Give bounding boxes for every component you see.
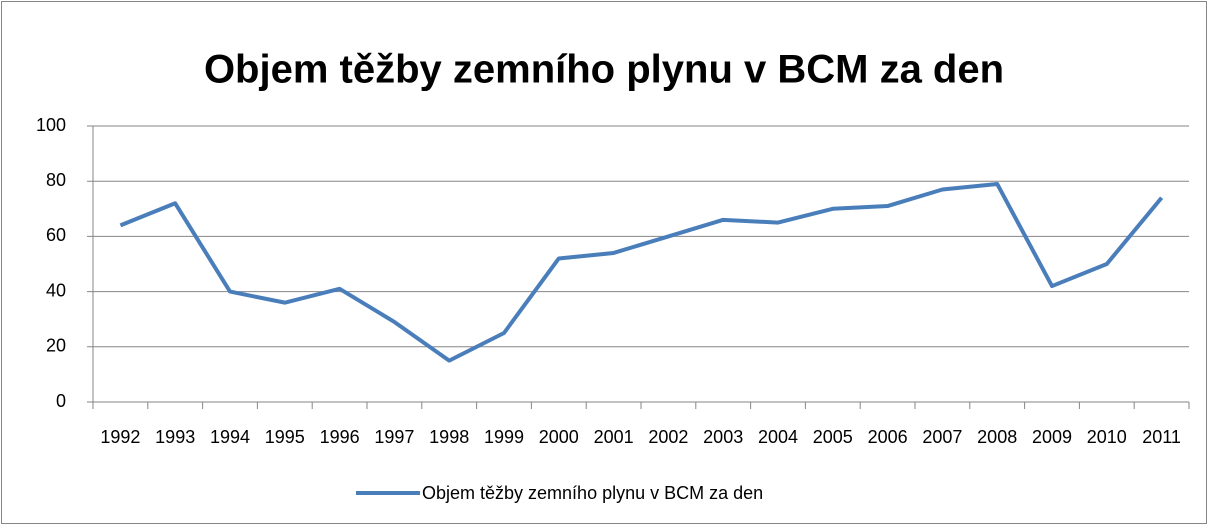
x-tick-label: 1994 [210, 427, 250, 447]
x-tick-label: 2003 [703, 427, 743, 447]
y-tick-label: 20 [46, 336, 66, 356]
x-tick-label: 2010 [1087, 427, 1127, 447]
x-tick-label: 2005 [813, 427, 853, 447]
x-tick-label: 2001 [594, 427, 634, 447]
y-tick-label: 40 [46, 280, 66, 300]
x-tick-label: 1992 [100, 427, 140, 447]
legend-label: Objem těžby zemního plynu v BCM za den [422, 483, 763, 503]
x-tick-label: 2004 [758, 427, 798, 447]
x-tick-label: 1998 [429, 427, 469, 447]
x-tick-label: 1993 [155, 427, 195, 447]
x-tick-label: 2008 [977, 427, 1017, 447]
y-tick-label: 80 [46, 170, 66, 190]
y-tick-label: 100 [36, 115, 66, 135]
x-tick-label: 2011 [1142, 427, 1181, 447]
y-tick-label: 60 [46, 225, 66, 245]
x-tick-label: 2009 [1032, 427, 1072, 447]
chart-title: Objem těžby zemního plynu v BCM za den [204, 48, 1004, 92]
x-tick-label: 1999 [484, 427, 524, 447]
x-tick-label: 1997 [374, 427, 414, 447]
x-tick-label: 2000 [539, 427, 579, 447]
x-tick-label: 2007 [922, 427, 962, 447]
x-tick-label: 2002 [648, 427, 688, 447]
y-tick-label: 0 [56, 391, 66, 411]
x-tick-label: 1995 [265, 427, 305, 447]
x-tick-label: 2006 [868, 427, 908, 447]
x-tick-label: 1996 [320, 427, 360, 447]
data-line [119, 181, 1164, 363]
